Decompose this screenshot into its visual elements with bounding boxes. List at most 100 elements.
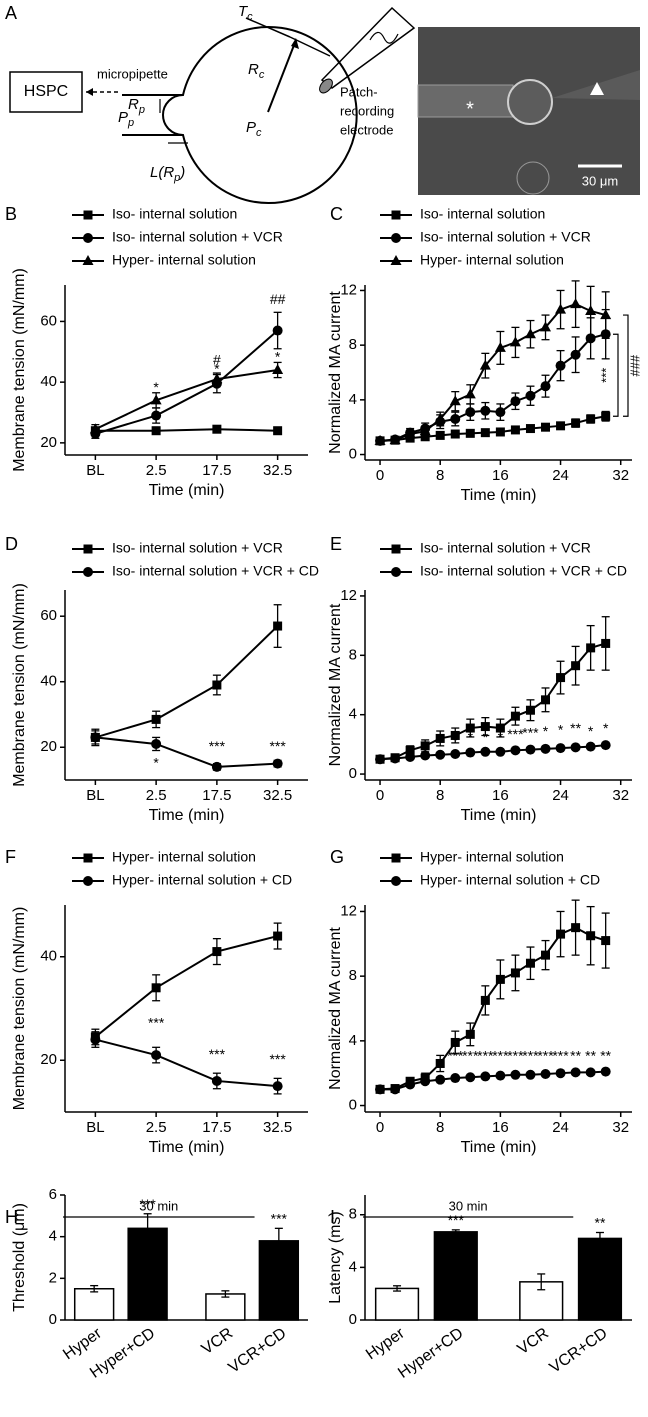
marker xyxy=(389,434,401,445)
marker xyxy=(391,876,401,886)
marker xyxy=(465,407,476,418)
x-axis-label: Time (min) xyxy=(149,482,225,499)
marker xyxy=(495,407,506,418)
marker xyxy=(419,425,431,436)
y-tick-label: 0 xyxy=(349,765,357,782)
marker xyxy=(510,1069,521,1080)
annotation: *** xyxy=(447,1048,464,1064)
marker xyxy=(540,321,552,332)
marker xyxy=(494,341,506,352)
y-tick-label: 6 xyxy=(49,1186,57,1203)
marker xyxy=(464,388,476,399)
error-bar xyxy=(595,1231,604,1245)
marker xyxy=(405,1079,416,1090)
x-tick-label: 17.5 xyxy=(202,787,231,804)
length-label: L(Rp) xyxy=(150,164,185,184)
marker xyxy=(465,723,475,733)
y-tick-label: 12 xyxy=(340,281,357,298)
marker xyxy=(90,1034,101,1045)
x-tick-label: 16 xyxy=(492,787,509,804)
marker xyxy=(450,1073,461,1084)
marker xyxy=(586,931,596,941)
x-tick-label: BL xyxy=(86,1119,104,1136)
marker xyxy=(585,304,597,315)
annotation: ** xyxy=(595,1215,606,1231)
marker xyxy=(273,621,283,631)
tension-arrow xyxy=(245,17,291,38)
x-tick-label: 32.5 xyxy=(263,462,292,479)
subscript: p xyxy=(138,104,145,116)
error-bar xyxy=(274,1227,283,1254)
legend-label: Iso- internal solution + VCR + CD xyxy=(420,563,627,579)
legend-label: Iso- internal solution + VCR xyxy=(112,229,283,245)
series-line xyxy=(379,333,606,442)
x-tick-label: 16 xyxy=(492,467,509,484)
marker xyxy=(555,303,567,314)
arrow-head xyxy=(86,88,93,96)
y-tick-label: 0 xyxy=(49,1311,57,1328)
annotation: *** xyxy=(477,1048,494,1064)
symbol: R xyxy=(128,96,139,113)
error-bar xyxy=(393,1285,402,1292)
annotation: *** xyxy=(209,1046,226,1062)
marker xyxy=(479,359,491,370)
y-tick-label: 40 xyxy=(40,373,57,390)
panel-label: H xyxy=(5,1207,18,1227)
panel-label: C xyxy=(330,204,343,224)
marker xyxy=(391,233,401,243)
series-line xyxy=(95,736,278,768)
marker xyxy=(465,428,475,438)
marker xyxy=(151,738,162,749)
marker xyxy=(571,661,581,671)
x-axis-label: Time (min) xyxy=(149,807,225,824)
marker xyxy=(495,1070,506,1081)
marker xyxy=(272,364,284,374)
panel-label: F xyxy=(5,847,16,867)
marker xyxy=(570,298,582,309)
marker xyxy=(420,432,430,442)
marker xyxy=(391,210,401,220)
x-tick-label: 8 xyxy=(436,467,444,484)
y-tick-label: 8 xyxy=(349,1206,357,1223)
series-line xyxy=(380,1070,606,1091)
x-tick-label: 17.5 xyxy=(202,1119,231,1136)
marker xyxy=(435,1058,445,1068)
annotation: *** xyxy=(537,1048,554,1064)
marker xyxy=(510,968,520,978)
bar xyxy=(577,1237,623,1321)
annotation: *** xyxy=(448,1212,465,1228)
marker xyxy=(391,544,401,554)
marker xyxy=(151,426,161,436)
marker xyxy=(151,714,161,724)
annotation: ** xyxy=(570,1048,581,1064)
bar xyxy=(374,1287,420,1321)
marker xyxy=(420,1076,431,1087)
marker xyxy=(600,1066,611,1077)
symbol: P xyxy=(246,119,256,136)
pipette-pressure: Pp xyxy=(118,109,134,129)
marker xyxy=(89,423,101,434)
series-line xyxy=(95,428,278,432)
x-tick-label: 24 xyxy=(552,787,569,804)
marker xyxy=(450,429,460,439)
marker xyxy=(510,745,521,756)
x-tick-label: Hyper+CD xyxy=(395,1325,466,1382)
subscript: c xyxy=(256,127,262,139)
marker xyxy=(495,746,506,757)
series-line xyxy=(95,1038,278,1088)
annotation: * xyxy=(153,379,159,395)
legend-label: Hyper- internal solution xyxy=(420,849,564,865)
marker xyxy=(83,210,93,220)
y-tick-label: 40 xyxy=(40,673,57,690)
annotation: *** xyxy=(522,1048,539,1064)
panel-label: A xyxy=(5,3,17,23)
bar xyxy=(127,1227,168,1321)
y-axis-label: Threshold (μm) xyxy=(11,1203,28,1312)
marker xyxy=(480,1071,491,1082)
electrode-tip xyxy=(319,78,333,94)
y-tick-label: 12 xyxy=(340,902,357,919)
marker xyxy=(450,1037,460,1047)
marker xyxy=(541,950,551,960)
marker xyxy=(525,705,535,715)
bar xyxy=(73,1288,115,1321)
